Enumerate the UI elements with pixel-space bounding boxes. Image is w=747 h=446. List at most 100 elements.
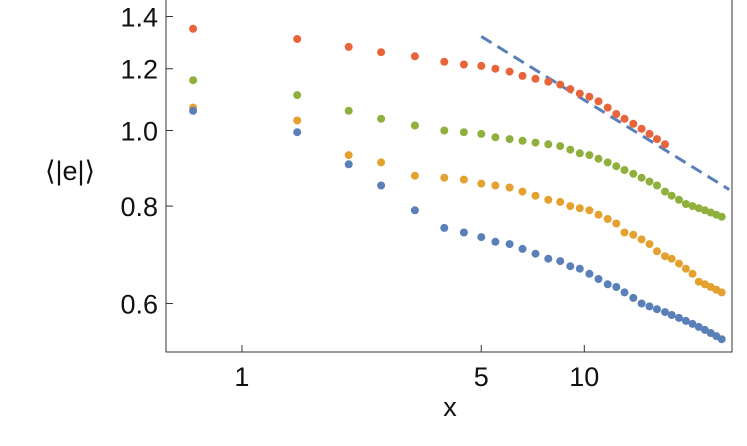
- data-point: [675, 259, 683, 268]
- data-point: [518, 244, 527, 253]
- data-point: [667, 254, 676, 263]
- y-axis-ticks: 0.6 0.8 1.0 1.2 1.4: [120, 3, 173, 320]
- data-point: [629, 169, 638, 178]
- data-point: [661, 252, 669, 261]
- data-point: [629, 230, 638, 239]
- data-point: [459, 60, 468, 69]
- data-point: [575, 89, 584, 98]
- data-point: [603, 280, 612, 289]
- data-point: [637, 299, 646, 308]
- data-point: [681, 316, 690, 325]
- data-point: [585, 92, 594, 101]
- data-point: [629, 119, 638, 128]
- data-point: [667, 191, 676, 200]
- y-tick-label: 1.0: [120, 116, 158, 146]
- data-point: [717, 335, 726, 344]
- data-point: [653, 247, 661, 256]
- data-point: [675, 195, 683, 204]
- data-point: [585, 206, 594, 215]
- y-tick-label: 1.2: [120, 55, 158, 85]
- data-point: [594, 275, 603, 283]
- data-point: [653, 305, 661, 314]
- y-tick-label: 0.8: [120, 192, 158, 222]
- data-point: [675, 313, 683, 322]
- data-point: [189, 106, 198, 115]
- data-point: [459, 175, 468, 184]
- data-point: [518, 136, 527, 145]
- data-point: [629, 293, 638, 302]
- data-point: [505, 240, 514, 249]
- data-point: [603, 215, 612, 223]
- data-point: [645, 177, 654, 186]
- data-point: [293, 116, 302, 125]
- data-point: [661, 140, 669, 149]
- data-point: [410, 171, 419, 180]
- data-point: [594, 154, 603, 163]
- x-axis-ticks: 1 5 10: [234, 345, 599, 392]
- data-point: [440, 223, 449, 232]
- data-point: [594, 97, 603, 106]
- data-point: [620, 166, 629, 174]
- data-point: [620, 228, 629, 237]
- data-point: [518, 187, 527, 196]
- data-point: [575, 149, 584, 158]
- data-point: [410, 206, 419, 215]
- data-point: [531, 138, 540, 147]
- x-tick-label: 5: [474, 362, 489, 392]
- data-point: [491, 64, 500, 73]
- data-point: [459, 128, 468, 137]
- data-point: [293, 91, 302, 100]
- data-point: [681, 264, 690, 273]
- data-point: [544, 77, 553, 86]
- data-point: [612, 110, 621, 118]
- data-point: [653, 135, 661, 144]
- reference-line-layer: [480, 35, 731, 191]
- data-point: [556, 80, 565, 89]
- data-point: [544, 195, 553, 204]
- data-point: [594, 210, 603, 219]
- data-point: [556, 197, 565, 206]
- data-point: [410, 52, 419, 61]
- data-point: [477, 61, 486, 70]
- data-point: [377, 48, 386, 57]
- data-point: [603, 158, 612, 167]
- data-point: [585, 151, 594, 160]
- data-point: [717, 288, 726, 297]
- data-point: [293, 35, 302, 43]
- data-point: [645, 240, 654, 249]
- data-point: [556, 257, 565, 266]
- data-point: [688, 202, 697, 211]
- data-point: [477, 233, 486, 242]
- data-point: [612, 162, 621, 171]
- data-point: [688, 319, 697, 328]
- data-point: [491, 133, 500, 142]
- data-point: [661, 187, 669, 196]
- data-point: [544, 140, 553, 149]
- data-point: [681, 200, 690, 208]
- data-point: [344, 42, 353, 51]
- data-point: [505, 135, 514, 144]
- reference-dashed-line: [480, 35, 731, 191]
- y-axis-label: ⟨|e|⟩: [45, 156, 95, 186]
- data-point: [637, 235, 646, 244]
- data-point: [440, 126, 449, 135]
- data-point: [344, 106, 353, 115]
- data-point: [645, 129, 654, 138]
- data-point: [694, 322, 703, 331]
- data-point: [645, 302, 654, 311]
- data-point: [661, 308, 669, 317]
- data-point: [518, 71, 527, 80]
- data-point: [620, 288, 629, 297]
- data-point: [566, 85, 575, 94]
- data-point: [505, 183, 514, 192]
- data-point: [544, 254, 553, 263]
- data-point: [585, 269, 594, 278]
- data-point: [612, 219, 621, 228]
- data-point: [653, 181, 661, 190]
- data-point: [440, 173, 449, 182]
- data-point: [440, 57, 449, 66]
- data-point: [505, 67, 514, 76]
- y-tick-label: 0.6: [120, 290, 158, 320]
- data-point: [531, 74, 540, 83]
